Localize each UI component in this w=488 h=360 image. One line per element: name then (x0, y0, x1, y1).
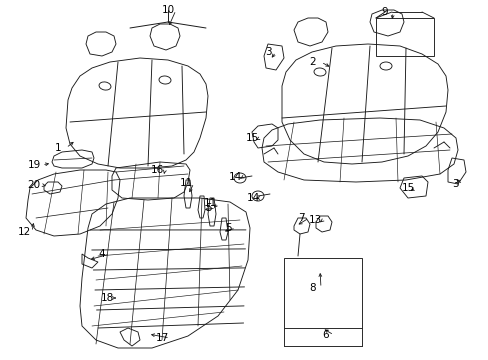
Text: 6: 6 (322, 330, 328, 340)
Text: 17: 17 (155, 333, 168, 343)
Text: 15: 15 (245, 133, 258, 143)
Text: 5: 5 (204, 203, 211, 213)
Text: 1: 1 (55, 143, 61, 153)
Text: 4: 4 (99, 249, 105, 259)
Text: 14: 14 (228, 172, 241, 182)
Text: 13: 13 (308, 215, 321, 225)
Text: 20: 20 (27, 180, 41, 190)
Text: 15: 15 (401, 183, 414, 193)
Text: 3: 3 (264, 47, 271, 57)
Text: 7: 7 (297, 213, 304, 223)
Text: 16: 16 (150, 165, 163, 175)
Text: 11: 11 (179, 178, 192, 188)
Text: 18: 18 (100, 293, 113, 303)
Text: 12: 12 (18, 227, 31, 237)
Text: 9: 9 (381, 7, 387, 17)
Text: 5: 5 (224, 223, 231, 233)
Text: 14: 14 (246, 193, 259, 203)
Text: 3: 3 (451, 179, 457, 189)
Text: 11: 11 (203, 198, 216, 208)
Text: 2: 2 (309, 57, 316, 67)
Text: 10: 10 (161, 5, 174, 15)
Text: 8: 8 (309, 283, 316, 293)
Text: 19: 19 (27, 160, 41, 170)
